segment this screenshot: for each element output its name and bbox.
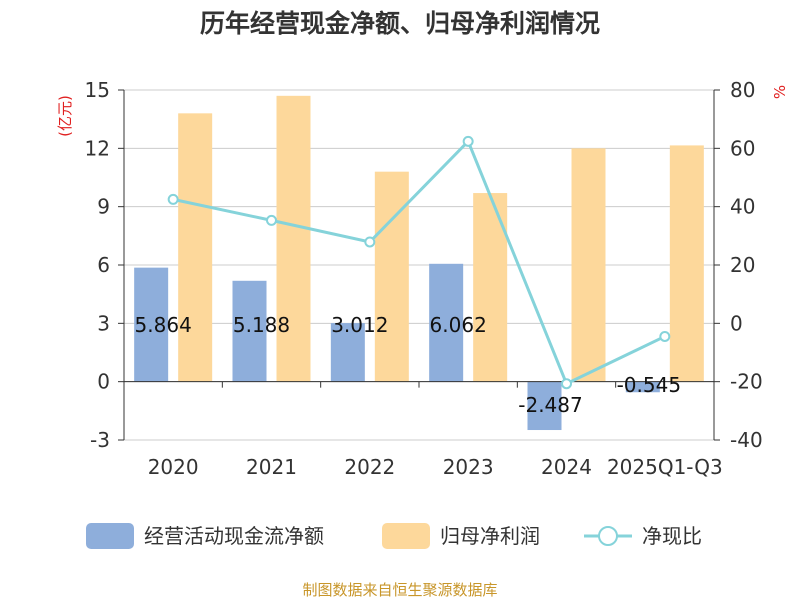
legend-label-net-profit: 归母净利润 bbox=[440, 524, 540, 548]
source-note: 制图数据来自恒生聚源数据库 bbox=[302, 581, 497, 599]
x-tick-label: 2024 bbox=[541, 455, 592, 479]
bar-net-profit bbox=[276, 95, 311, 382]
ratio-point bbox=[659, 330, 671, 342]
left-axis-unit: (亿元) bbox=[56, 95, 74, 137]
right-tick-label: -20 bbox=[730, 370, 763, 394]
chart-title: 历年经营现金净额、归母净利润情况 bbox=[200, 9, 600, 38]
cash-flow-data-label: -0.545 bbox=[617, 373, 681, 397]
left-tick-label: -3 bbox=[90, 428, 110, 452]
legend-swatch-ratio-marker bbox=[598, 526, 618, 546]
left-tick-label: 3 bbox=[97, 311, 110, 335]
bar-cash-flow bbox=[232, 280, 267, 382]
bar-cash-flow bbox=[429, 263, 464, 382]
right-tick-label: 60 bbox=[730, 136, 755, 160]
left-tick-label: 9 bbox=[97, 195, 110, 219]
bar-cash-flow bbox=[134, 267, 169, 382]
right-tick-label: 0 bbox=[730, 311, 743, 335]
x-tick-label: 2023 bbox=[443, 455, 494, 479]
left-tick-label: 15 bbox=[85, 78, 110, 102]
x-tick-label: 2025Q1-Q3 bbox=[607, 455, 723, 479]
bar-net-profit bbox=[669, 145, 704, 382]
cash-flow-data-label: 6.062 bbox=[430, 313, 487, 337]
right-tick-label: -40 bbox=[730, 428, 763, 452]
ratio-point bbox=[364, 236, 376, 248]
ratio-point bbox=[167, 193, 179, 205]
ratio-point bbox=[561, 378, 572, 390]
left-tick-label: 12 bbox=[85, 136, 110, 160]
cash-flow-data-label: -2.487 bbox=[518, 393, 582, 417]
left-tick-label: 0 bbox=[97, 370, 110, 394]
bar-net-profit bbox=[178, 113, 213, 382]
right-tick-label: 20 bbox=[730, 253, 755, 277]
left-tick-label: 6 bbox=[97, 253, 110, 277]
bar-net-profit bbox=[374, 171, 409, 382]
cash-flow-data-label: 3.012 bbox=[331, 313, 388, 337]
cash-flow-data-label: 5.864 bbox=[135, 313, 192, 337]
x-tick-label: 2020 bbox=[148, 455, 199, 479]
x-tick-label: 2022 bbox=[344, 455, 395, 479]
cash-flow-data-label: 5.188 bbox=[233, 313, 290, 337]
line-series bbox=[167, 135, 671, 390]
ratio-point bbox=[462, 135, 474, 147]
legend-swatch-net-profit bbox=[382, 523, 430, 549]
ratio-point bbox=[266, 214, 277, 226]
bar-cash-flow bbox=[330, 323, 365, 382]
legend-label-ratio: 净现比 bbox=[642, 524, 702, 548]
x-tick-label: 2021 bbox=[246, 455, 297, 479]
data-labels: 5.864 5.188 3.012 6.062 -2.487 -0.545 bbox=[135, 313, 682, 417]
bar-cash-flow bbox=[527, 381, 562, 431]
bars bbox=[134, 95, 704, 431]
right-tick-label: 40 bbox=[730, 195, 755, 219]
axes: -3 0 3 6 9 12 15 -40 -20 0 20 40 60 80 2020 2021 2022 202… bbox=[85, 78, 763, 479]
bar-net-profit bbox=[571, 148, 606, 382]
ratio-line bbox=[172, 138, 666, 386]
right-tick-label: 80 bbox=[730, 78, 755, 102]
legend-label-cash-flow: 经营活动现金流净额 bbox=[144, 524, 324, 548]
legend-swatch-cash-flow bbox=[86, 523, 134, 549]
bar-cash-flow bbox=[625, 381, 660, 393]
legend: 经营活动现金流净额 归母净利润 净现比 bbox=[86, 523, 702, 549]
right-axis-unit: % bbox=[771, 85, 789, 99]
